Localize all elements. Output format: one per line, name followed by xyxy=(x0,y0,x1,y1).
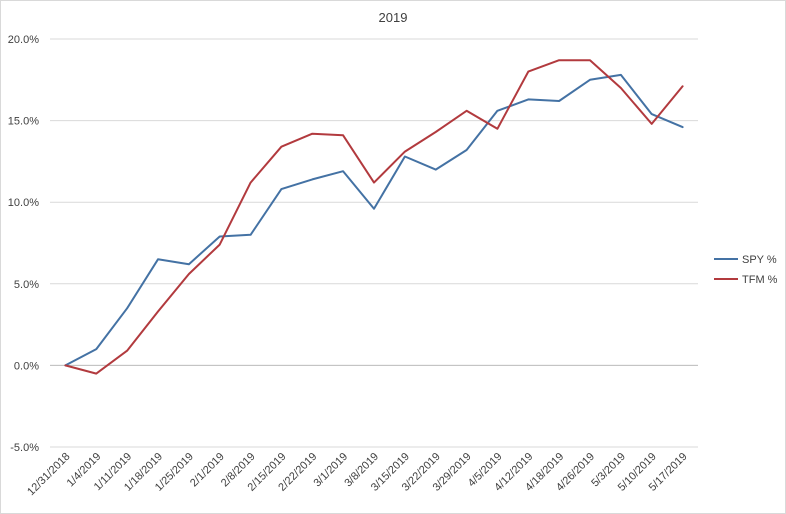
y-tick-label: 0.0% xyxy=(14,360,39,372)
y-axis-ticks: -5.0% 0.0% 5.0% 10.0% 15.0% 20.0% xyxy=(8,34,39,454)
x-tick-label: 12/31/2018 xyxy=(25,451,72,498)
chart-title: 2019 xyxy=(379,10,408,25)
legend-label: SPY % xyxy=(742,254,777,266)
y-tick-label: 20.0% xyxy=(8,34,39,46)
y-tick-label: -5.0% xyxy=(10,442,39,454)
legend: SPY % TFM % xyxy=(714,254,778,286)
x-axis-ticks: 12/31/20181/4/20191/11/20191/18/20191/25… xyxy=(25,451,690,498)
gridlines xyxy=(50,38,698,448)
y-tick-label: 10.0% xyxy=(8,197,39,209)
series-line-2 xyxy=(64,59,684,375)
series-lines xyxy=(64,59,684,375)
y-tick-label: 5.0% xyxy=(14,279,39,291)
legend-label: TFM % xyxy=(742,274,778,286)
y-tick-label: 15.0% xyxy=(8,116,39,128)
series-line-1 xyxy=(64,73,684,367)
